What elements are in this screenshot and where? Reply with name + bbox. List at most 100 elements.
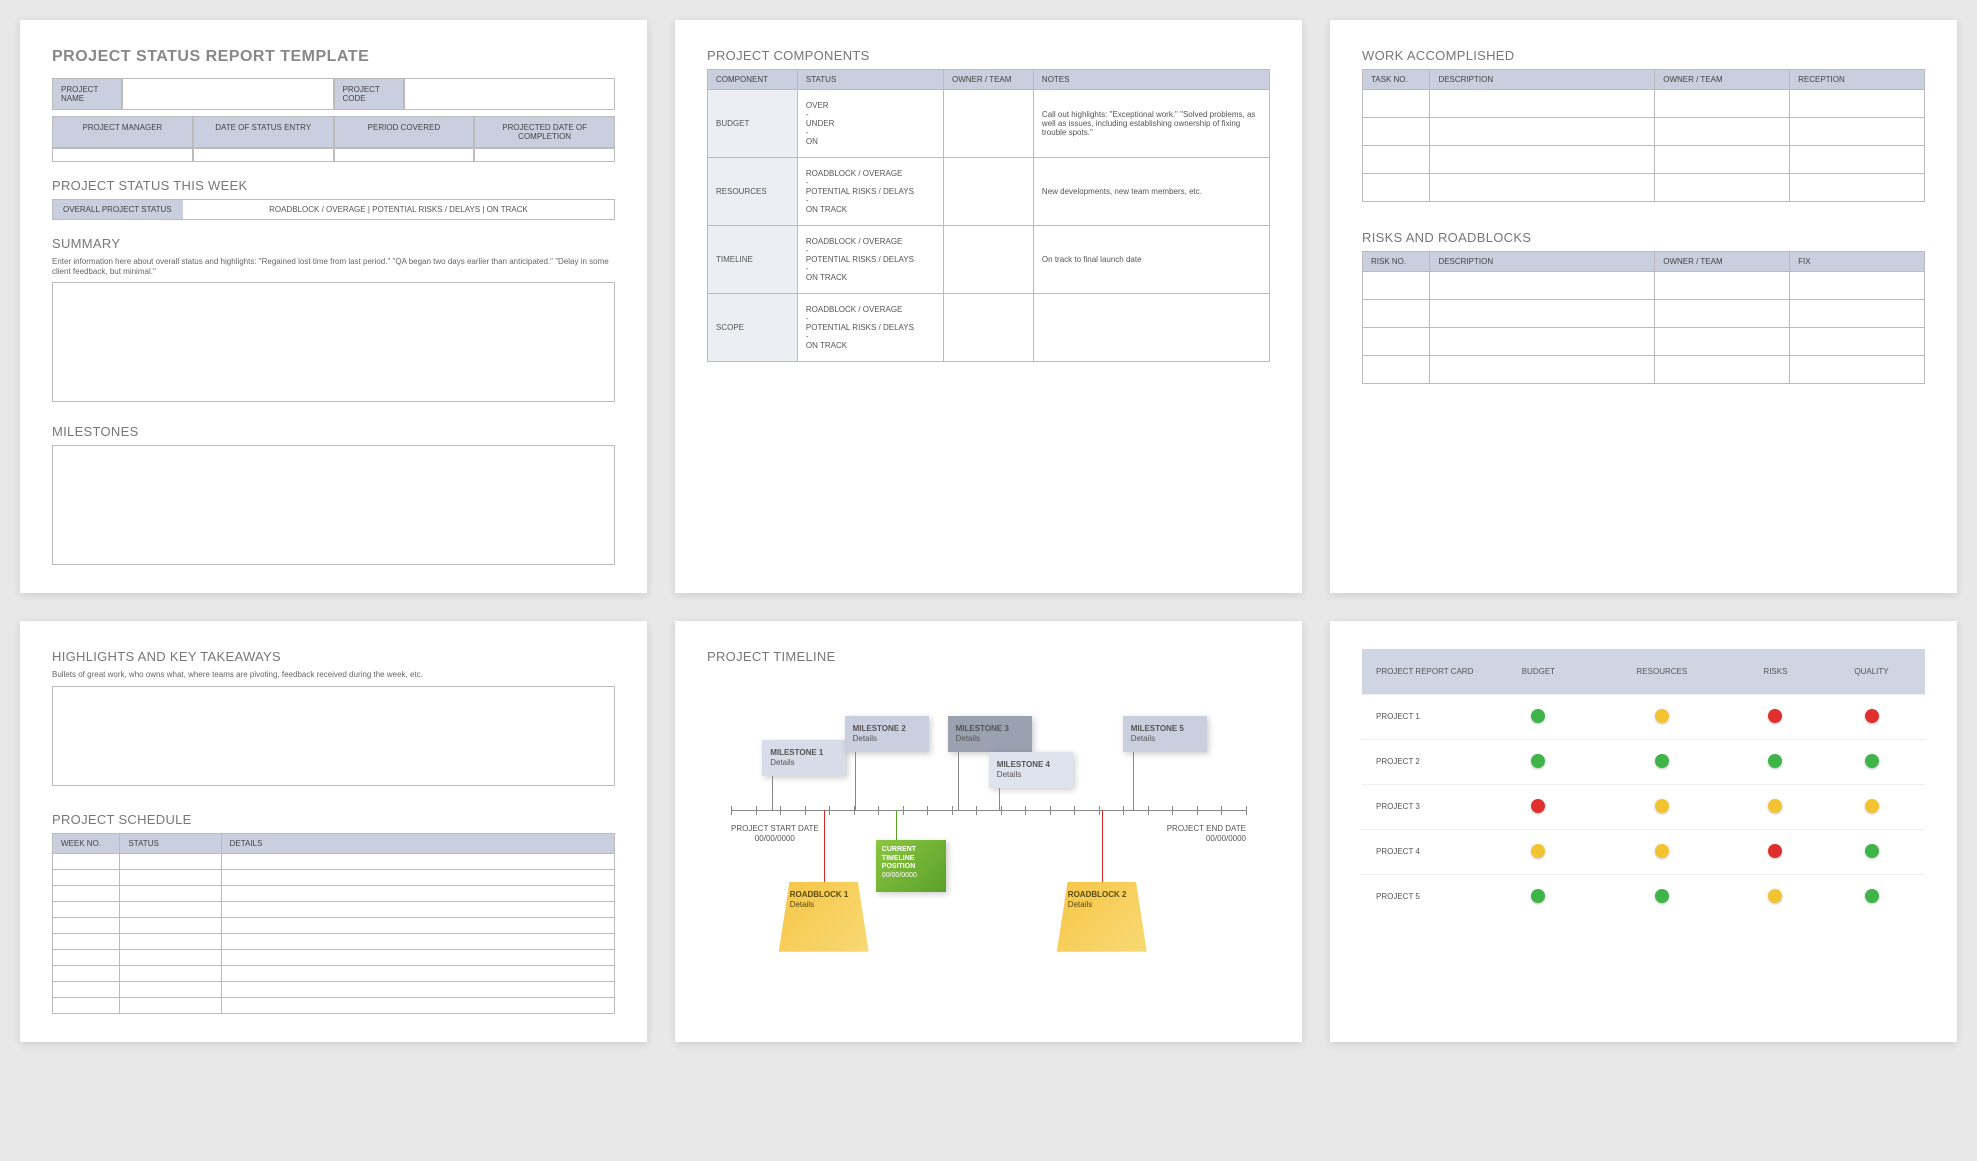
timeline-tick	[780, 806, 781, 815]
component-notes: On track to final launch date	[1033, 226, 1269, 294]
empty-cell[interactable]	[1655, 300, 1790, 328]
empty-cell[interactable]	[1363, 300, 1430, 328]
empty-cell[interactable]	[1655, 174, 1790, 202]
empty-cell[interactable]	[221, 966, 614, 982]
empty-cell[interactable]	[53, 982, 120, 998]
project-label: PROJECT 3	[1362, 784, 1486, 829]
status-cell	[1486, 784, 1591, 829]
empty-cell[interactable]	[1790, 90, 1925, 118]
empty-cell[interactable]	[53, 998, 120, 1014]
empty-cell[interactable]	[120, 966, 221, 982]
empty-cell[interactable]	[120, 854, 221, 870]
milestone-connector	[958, 752, 959, 810]
empty-cell[interactable]	[221, 982, 614, 998]
field-project-name[interactable]	[122, 78, 334, 110]
empty-cell[interactable]	[1790, 356, 1925, 384]
empty-cell[interactable]	[1430, 328, 1655, 356]
timeline-tick	[756, 806, 757, 815]
timeline-tick	[1246, 806, 1247, 815]
empty-cell[interactable]	[1655, 90, 1790, 118]
empty-cell[interactable]	[221, 934, 614, 950]
col-header: NOTES	[1033, 70, 1269, 90]
empty-cell[interactable]	[1655, 272, 1790, 300]
empty-cell[interactable]	[120, 902, 221, 918]
component-owner[interactable]	[944, 226, 1034, 294]
empty-cell[interactable]	[1655, 328, 1790, 356]
empty-cell[interactable]	[120, 886, 221, 902]
field[interactable]	[193, 148, 334, 162]
empty-cell[interactable]	[120, 870, 221, 886]
empty-cell[interactable]	[1430, 356, 1655, 384]
timeline-tick	[952, 806, 953, 815]
empty-cell[interactable]	[120, 918, 221, 934]
empty-cell[interactable]	[53, 918, 120, 934]
empty-cell[interactable]	[120, 998, 221, 1014]
status-cell	[1818, 874, 1925, 919]
empty-cell[interactable]	[1363, 146, 1430, 174]
empty-cell[interactable]	[1430, 90, 1655, 118]
component-owner[interactable]	[944, 294, 1034, 362]
empty-cell[interactable]	[120, 950, 221, 966]
col-header: RISK NO.	[1363, 252, 1430, 272]
milestone-box: MILESTONE 3Details	[948, 716, 1032, 752]
empty-cell[interactable]	[221, 854, 614, 870]
empty-cell[interactable]	[53, 870, 120, 886]
empty-cell[interactable]	[1430, 300, 1655, 328]
roadblock-label: ROADBLOCK 2Details	[1068, 890, 1127, 911]
empty-cell[interactable]	[1363, 118, 1430, 146]
empty-cell[interactable]	[221, 870, 614, 886]
empty-cell[interactable]	[1430, 118, 1655, 146]
empty-cell[interactable]	[1363, 90, 1430, 118]
empty-cell[interactable]	[1363, 174, 1430, 202]
lbl-project-name: PROJECT NAME	[52, 78, 122, 110]
field[interactable]	[474, 148, 615, 162]
status-options: ROADBLOCK / OVERAGE | POTENTIAL RISKS / …	[183, 200, 614, 219]
title: PROJECT TIMELINE	[707, 649, 1270, 664]
empty-cell[interactable]	[1430, 146, 1655, 174]
status-dot	[1865, 844, 1879, 858]
empty-cell[interactable]	[221, 886, 614, 902]
field-project-code[interactable]	[404, 78, 616, 110]
empty-cell[interactable]	[120, 982, 221, 998]
work-table: TASK NO.DESCRIPTIONOWNER / TEAMRECEPTION	[1362, 69, 1925, 202]
field[interactable]	[52, 148, 193, 162]
roadblock-line	[1102, 810, 1104, 882]
empty-cell[interactable]	[120, 934, 221, 950]
empty-cell[interactable]	[53, 902, 120, 918]
empty-cell[interactable]	[1363, 272, 1430, 300]
status-cell	[1591, 784, 1733, 829]
empty-cell[interactable]	[221, 902, 614, 918]
empty-cell[interactable]	[221, 998, 614, 1014]
empty-cell[interactable]	[1363, 328, 1430, 356]
roadblock-line	[824, 810, 826, 882]
empty-cell[interactable]	[53, 854, 120, 870]
empty-cell[interactable]	[1790, 272, 1925, 300]
empty-cell[interactable]	[1655, 118, 1790, 146]
highlights-box[interactable]	[52, 686, 615, 786]
summary-box[interactable]	[52, 282, 615, 402]
status-cell	[1591, 739, 1733, 784]
empty-cell[interactable]	[1790, 118, 1925, 146]
timeline-tick	[878, 806, 879, 815]
status-cell	[1591, 874, 1733, 919]
empty-cell[interactable]	[1790, 328, 1925, 356]
empty-cell[interactable]	[1790, 174, 1925, 202]
empty-cell[interactable]	[1363, 356, 1430, 384]
empty-cell[interactable]	[53, 886, 120, 902]
empty-cell[interactable]	[1430, 272, 1655, 300]
empty-cell[interactable]	[1430, 174, 1655, 202]
component-owner[interactable]	[944, 158, 1034, 226]
empty-cell[interactable]	[221, 918, 614, 934]
empty-cell[interactable]	[1790, 300, 1925, 328]
empty-cell[interactable]	[1790, 146, 1925, 174]
empty-cell[interactable]	[1655, 146, 1790, 174]
empty-cell[interactable]	[53, 934, 120, 950]
component-owner[interactable]	[944, 90, 1034, 158]
field[interactable]	[334, 148, 475, 162]
milestones-box[interactable]	[52, 445, 615, 565]
empty-cell[interactable]	[53, 966, 120, 982]
empty-cell[interactable]	[221, 950, 614, 966]
empty-cell[interactable]	[1655, 356, 1790, 384]
empty-cell[interactable]	[53, 950, 120, 966]
status-cell	[1486, 694, 1591, 739]
